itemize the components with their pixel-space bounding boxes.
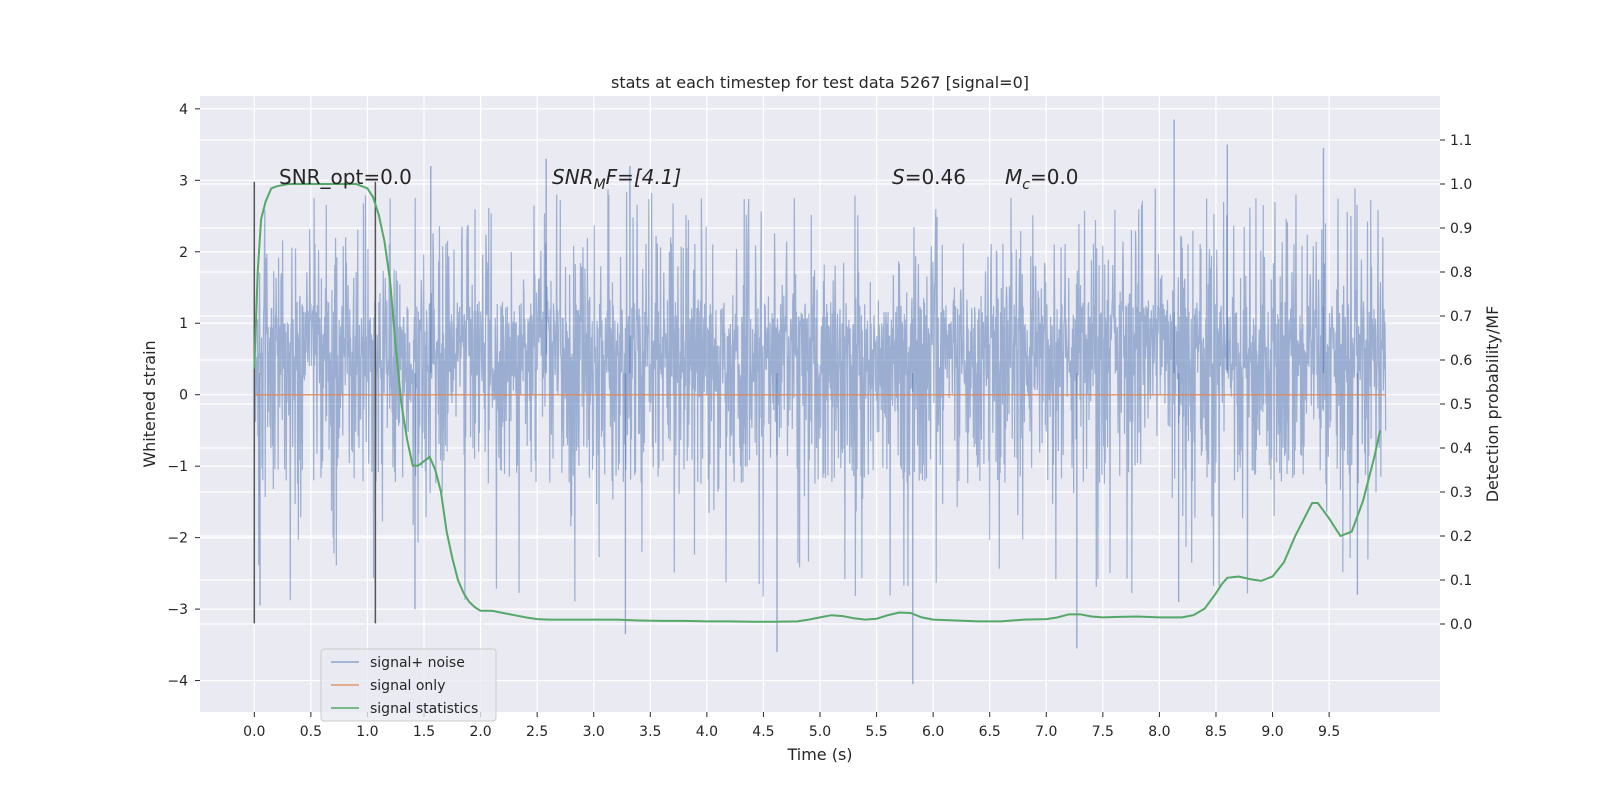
y-left-tick-label: −2 <box>167 531 188 547</box>
x-tick-label: 5.5 <box>865 724 887 740</box>
y-right-tick-label: 0.2 <box>1450 529 1472 545</box>
y-right-tick-label: 0.7 <box>1450 309 1472 325</box>
annotation-s-rest: =0.46 <box>905 165 966 189</box>
x-tick-label: 2.0 <box>469 724 491 740</box>
x-tick-label: 4.0 <box>696 724 718 740</box>
annotation-snr-mf: SNRMF=[4.1] <box>552 165 681 193</box>
legend-label-signal-only: signal only <box>370 678 445 694</box>
signal-statistics-line <box>253 183 1382 623</box>
annotation-snr-opt: SNR_opt=0.0 <box>279 165 412 189</box>
legend-label-signal-statistics: signal statistics <box>370 701 478 717</box>
x-tick-label: 7.0 <box>1035 724 1057 740</box>
annotation-s-main: S <box>892 165 905 189</box>
y-left-tick-label: 3 <box>179 173 188 189</box>
y-right-tick-label: 0.4 <box>1450 441 1472 457</box>
x-tick-label: 7.5 <box>1092 724 1114 740</box>
x-tick-label: 6.5 <box>979 724 1001 740</box>
series-signal-statistics <box>253 183 1382 623</box>
x-tick-label: 5.0 <box>809 724 831 740</box>
x-tick-label: 3.5 <box>639 724 661 740</box>
y-left-tick-label: 0 <box>179 388 188 404</box>
x-tick-label: 2.5 <box>526 724 548 740</box>
x-tick-label: 9.0 <box>1261 724 1283 740</box>
x-tick-label: 4.5 <box>752 724 774 740</box>
y-right-tick-label: 1.0 <box>1450 177 1472 193</box>
y-right-tick-label: 0.0 <box>1450 617 1472 633</box>
annotation-snr-mf-rest: F=[4.1] <box>606 165 682 189</box>
y-axis-right-title: Detection probability/MF <box>1483 306 1502 503</box>
annotation-mc-main: M <box>1005 165 1022 189</box>
legend: signal+ noise signal only signal statist… <box>320 648 497 722</box>
y-axis-left-ticks: 4 3 2 1 0 −1 −2 −3 −4 <box>167 102 200 690</box>
y-right-tick-label: 1.1 <box>1450 133 1472 149</box>
noise-trace <box>253 188 1387 602</box>
y-left-tick-label: −3 <box>167 602 188 618</box>
y-left-tick-label: −4 <box>167 674 188 690</box>
x-tick-label: 0.0 <box>243 724 265 740</box>
x-axis-ticks: 0.0 0.5 1.0 1.5 2.0 2.5 3.0 3.5 4.0 4.5 5.0 5.5 6.0 6… <box>243 712 1340 740</box>
annotation-mc-sub: c <box>1022 177 1030 193</box>
annotation-s: S=0.46 <box>892 165 966 189</box>
y-right-tick-label: 0.8 <box>1450 265 1472 281</box>
annotation-mc: Mc=0.0 <box>1005 165 1079 193</box>
y-right-tick-label: 0.9 <box>1450 221 1472 237</box>
y-right-tick-label: 0.6 <box>1450 353 1472 369</box>
y-axis-right-ticks: 1.1 1.0 0.9 0.8 0.7 0.6 0.5 0.4 0.3 0.2 0.1 0.0 <box>1440 133 1472 633</box>
chart-title: stats at each timestep for test data 526… <box>611 73 1029 92</box>
vertical-markers <box>253 181 377 624</box>
legend-box <box>320 648 497 722</box>
y-axis-left-title: Whitened strain <box>140 340 159 467</box>
x-tick-label: 9.5 <box>1318 724 1340 740</box>
y-left-tick-label: 4 <box>179 102 188 118</box>
x-tick-label: 6.0 <box>922 724 944 740</box>
x-tick-label: 8.0 <box>1148 724 1170 740</box>
annotation-mc-rest: =0.0 <box>1030 165 1079 189</box>
x-tick-label: 8.5 <box>1205 724 1227 740</box>
y-right-tick-label: 0.3 <box>1450 485 1472 501</box>
x-tick-label: 0.5 <box>300 724 322 740</box>
y-right-tick-label: 0.1 <box>1450 573 1472 589</box>
x-tick-label: 1.0 <box>356 724 378 740</box>
y-left-tick-label: 1 <box>179 316 188 332</box>
legend-label-signal-noise: signal+ noise <box>370 655 465 671</box>
series-signal-noise <box>253 119 1387 685</box>
y-right-tick-label: 0.5 <box>1450 397 1472 413</box>
x-tick-label: 3.0 <box>583 724 605 740</box>
y-left-tick-label: −1 <box>167 459 188 475</box>
y-left-tick-label: 2 <box>179 245 188 261</box>
x-axis-title: Time (s) <box>786 745 852 764</box>
x-tick-label: 1.5 <box>413 724 435 740</box>
annotation-snr-mf-sub: M <box>594 177 606 193</box>
annotation-snr-mf-main: SNR <box>552 165 594 189</box>
